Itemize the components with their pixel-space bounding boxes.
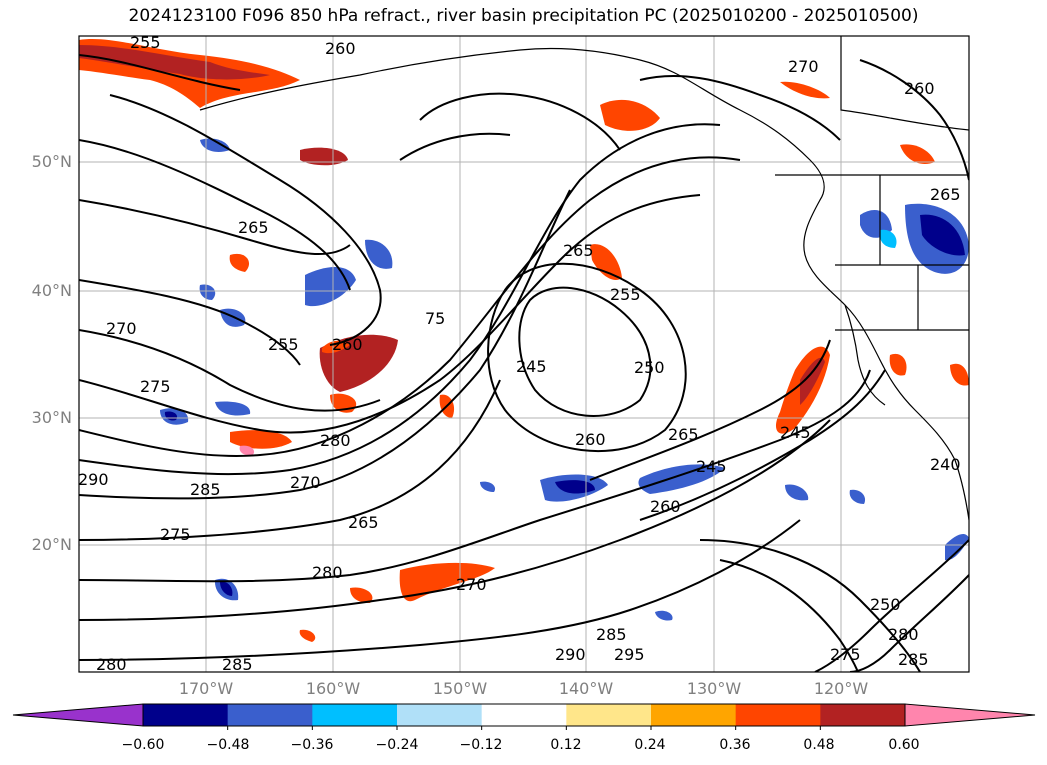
contour-label: 270 — [290, 473, 321, 492]
colorbar-outline — [142, 703, 906, 727]
contour-label: 260 — [575, 430, 606, 449]
contour-label: 245 — [780, 423, 811, 442]
svg-text:250: 250 — [870, 595, 901, 614]
contour-label: 250 — [634, 358, 665, 377]
colorbar-tick-label: 0.12 — [550, 737, 582, 753]
lon-label: 150°W — [432, 679, 488, 698]
lon-label: 160°W — [305, 679, 361, 698]
colorbar-tick-label: −0.48 — [206, 737, 250, 753]
svg-text:75: 75 — [425, 309, 445, 328]
lat-label: 40°N — [31, 281, 72, 300]
contour-lines — [79, 54, 969, 672]
contour-label: 245 — [696, 457, 727, 476]
contour-label: 270 — [106, 319, 137, 338]
colorbar-tick-label: −0.12 — [459, 737, 503, 753]
contour-label: 260 — [325, 39, 356, 58]
colorbar-segment — [227, 704, 313, 726]
map-panel — [79, 36, 969, 672]
colorbar-segment — [312, 704, 398, 726]
lon-label: 140°W — [558, 679, 614, 698]
coastlines — [199, 36, 969, 521]
svg-text:255: 255 — [268, 335, 299, 354]
colorbar-extend-high — [904, 703, 1036, 727]
contour-label: 275 — [160, 525, 191, 544]
colorbar-segment — [820, 704, 906, 726]
colorbar-segment — [397, 704, 483, 726]
colorbar — [12, 703, 1036, 730]
contour-label: 265 — [563, 241, 594, 260]
lon-label: 170°W — [178, 679, 234, 698]
svg-text:265: 265 — [930, 185, 961, 204]
svg-text:290: 290 — [78, 470, 109, 489]
contour-label: 265 — [668, 425, 699, 444]
colorbar-tick-label: 0.36 — [719, 737, 751, 753]
lat-label: 50°N — [31, 152, 72, 171]
lon-label: 120°W — [813, 679, 869, 698]
svg-text:270: 270 — [456, 575, 487, 594]
colorbar-extend-low — [12, 703, 144, 727]
contour-labels: 255 260 265 270 275 280 285 290 295 245 … — [78, 33, 961, 674]
contour-label: 290 — [555, 645, 586, 664]
graticule — [79, 36, 969, 672]
contour-label: 280 — [312, 563, 343, 582]
contour-label: 295 — [614, 645, 645, 664]
map-title: 2024123100 F096 850 hPa refract., river … — [128, 6, 919, 26]
contour-label: 260 — [650, 497, 681, 516]
contour-label: 265 — [348, 513, 379, 532]
colorbar-tick-label: −0.60 — [121, 737, 165, 753]
contour-label: 255 — [130, 33, 161, 52]
svg-text:275: 275 — [830, 645, 861, 664]
colorbar-tick-label: 0.24 — [634, 737, 666, 753]
svg-text:260: 260 — [332, 335, 363, 354]
contour-label: 245 — [516, 357, 547, 376]
colorbar-segment — [735, 704, 821, 726]
colorbar-tick-label: 0.60 — [888, 737, 920, 753]
contour-label: 280 — [320, 431, 351, 450]
lon-label: 130°W — [686, 679, 742, 698]
svg-text:280: 280 — [888, 625, 919, 644]
svg-text:285: 285 — [596, 625, 627, 644]
colorbar-tick-label: −0.24 — [375, 737, 419, 753]
svg-text:270: 270 — [788, 57, 819, 76]
colorbar-tick-label: 0.48 — [803, 737, 835, 753]
colorbar-tick-label: −0.36 — [290, 737, 334, 753]
svg-text:280: 280 — [96, 655, 127, 674]
svg-text:285: 285 — [898, 650, 929, 669]
svg-text:285: 285 — [222, 655, 253, 674]
map-border — [78, 35, 970, 673]
lat-label: 30°N — [31, 408, 72, 427]
colorbar-segment — [651, 704, 737, 726]
colorbar-segment — [143, 704, 229, 726]
contour-label: 285 — [190, 480, 221, 499]
contour-label: 240 — [930, 455, 961, 474]
colorbar-segment — [481, 704, 567, 726]
contour-label: 265 — [238, 218, 269, 237]
colorbar-segment — [566, 704, 652, 726]
contour-label: 255 — [610, 285, 641, 304]
lat-label: 20°N — [31, 535, 72, 554]
contour-label: 275 — [140, 377, 171, 396]
svg-text:260: 260 — [904, 79, 935, 98]
